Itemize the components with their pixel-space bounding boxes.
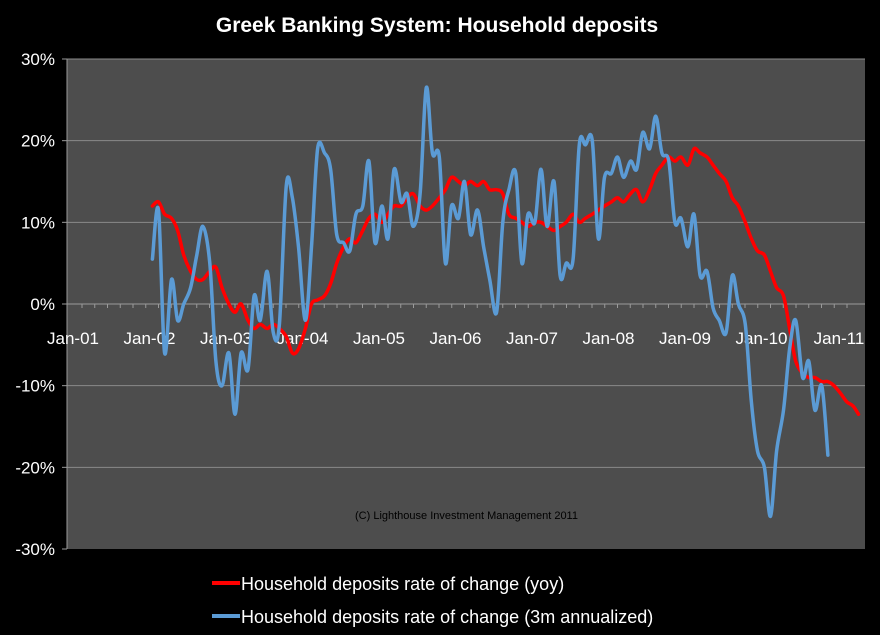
x-tick-label: Jan-11 [814,329,865,348]
series-group [150,85,861,519]
y-tick-label: 10% [21,213,55,232]
x-tick-label: Jan-07 [506,329,558,348]
x-tick-label: Jan-06 [430,329,482,348]
y-tick-label: 30% [21,50,55,69]
legend: Household deposits rate of change (yoy) H… [212,574,653,627]
y-tick-label: -20% [15,458,55,477]
legend-label: Household deposits rate of change (3m an… [241,607,653,627]
legend-label: Household deposits rate of change (yoy) [241,574,564,594]
x-tick-label: Jan-08 [583,329,635,348]
y-axis: 30% 20% 10% 0% -10% -20% -30% [15,50,68,559]
series-line-3m-annualized [150,85,830,519]
y-tick-label: 0% [30,295,55,314]
x-tick-label: Jan-05 [353,329,405,348]
x-tick-label: Jan-03 [200,329,252,348]
x-tick-label: Jan-10 [736,329,788,348]
x-tick-label: Jan-01 [47,329,99,348]
y-tick-label: -10% [15,377,55,396]
chart-title: Greek Banking System: Household deposits [216,14,658,37]
x-tick-label: Jan-09 [659,329,711,348]
copyright-annotation: (C) Lighthouse Investment Management 201… [355,510,578,522]
y-tick-label: -30% [15,540,55,559]
y-tick-label: 20% [21,132,55,151]
